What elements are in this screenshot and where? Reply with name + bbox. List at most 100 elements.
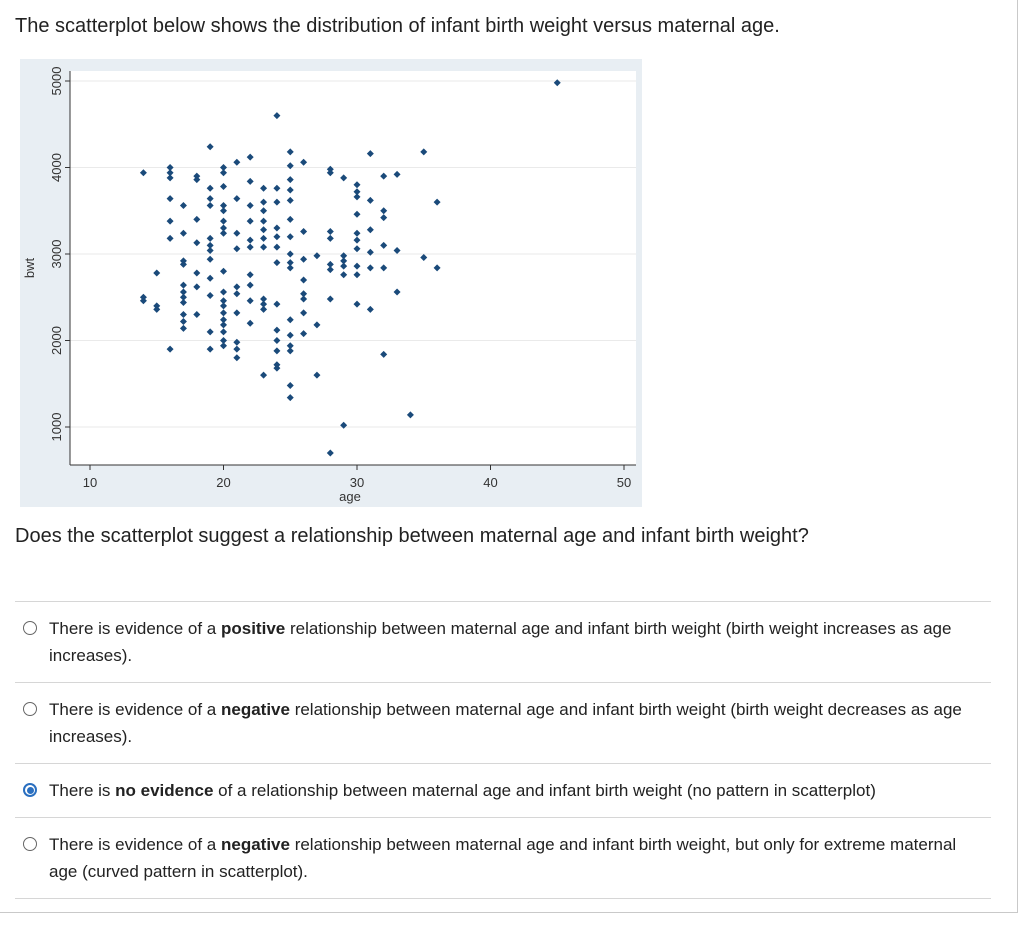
data-point [300, 290, 308, 298]
data-point [366, 305, 374, 313]
y-tick-label: 3000 [49, 240, 64, 269]
question-text: Does the scatterplot suggest a relations… [15, 525, 809, 547]
data-point [273, 259, 281, 267]
data-point [193, 283, 201, 291]
data-point [340, 174, 348, 182]
option-text-pre: There is [49, 781, 116, 800]
option-positive-relationship[interactable]: There is evidence of a positive relation… [15, 602, 991, 683]
data-point [300, 158, 308, 166]
data-point [313, 371, 321, 379]
data-point [260, 243, 268, 251]
option-text-post: relationship between maternal age and in… [49, 700, 962, 746]
data-point [273, 243, 281, 251]
data-point [366, 150, 374, 158]
data-point [246, 177, 254, 185]
data-point [286, 259, 294, 267]
data-point [220, 309, 227, 317]
data-point [153, 269, 161, 277]
data-point [179, 298, 187, 306]
data-point [326, 295, 334, 303]
option-text-pre: There is evidence of a [49, 835, 221, 854]
x-axis-ticks: 10 20 30 40 50 [83, 465, 631, 490]
data-point [153, 305, 161, 313]
data-point [273, 337, 281, 344]
x-axis-label: age [339, 489, 361, 504]
data-point [166, 195, 174, 203]
data-point [246, 202, 254, 210]
data-point [393, 170, 401, 178]
data-point [193, 239, 201, 247]
data-point [420, 148, 428, 156]
data-point [326, 228, 334, 236]
option-negative-relationship[interactable]: There is evidence of a negative relation… [15, 683, 991, 764]
data-point [286, 148, 294, 156]
data-point [260, 207, 268, 215]
option-text-bold: no evidence [115, 781, 214, 800]
option-no-relationship[interactable]: There is no evidence of a relationship b… [15, 764, 991, 818]
data-point [286, 215, 294, 223]
option-text-bold: negative [220, 700, 290, 719]
radio-button[interactable] [23, 621, 37, 635]
data-point [179, 293, 187, 301]
data-point [179, 288, 187, 296]
data-point [246, 297, 254, 305]
data-point [273, 326, 281, 334]
data-point [179, 317, 187, 325]
data-point [326, 169, 334, 177]
data-point [353, 245, 361, 253]
data-point [286, 233, 294, 241]
data-point [260, 295, 268, 303]
data-point [220, 217, 227, 225]
data-point [220, 169, 227, 177]
data-point [326, 260, 334, 268]
data-point [220, 302, 227, 310]
data-point [260, 198, 268, 206]
data-point [340, 421, 348, 429]
radio-button[interactable] [23, 837, 37, 851]
data-point [393, 288, 401, 296]
data-point [206, 184, 214, 192]
data-point [220, 328, 227, 336]
data-point [260, 305, 268, 313]
data-point [246, 217, 254, 225]
data-point [420, 253, 428, 261]
data-point [139, 297, 147, 305]
option-curved-relationship[interactable]: There is evidence of a negative relation… [15, 818, 991, 899]
gridlines [70, 80, 636, 428]
data-point [179, 311, 187, 319]
data-point [286, 162, 294, 170]
data-point [206, 241, 214, 249]
data-point [300, 276, 308, 284]
data-point [246, 243, 254, 251]
data-point [206, 328, 214, 336]
data-point [406, 411, 414, 419]
data-point [380, 172, 388, 180]
data-point [286, 196, 294, 204]
data-point [220, 288, 227, 296]
data-point [380, 214, 388, 222]
data-point [260, 217, 268, 225]
option-text-post: relationship between maternal age and in… [49, 619, 952, 665]
radio-button[interactable] [23, 783, 37, 797]
data-point [220, 267, 227, 275]
data-point [260, 300, 268, 308]
data-point [179, 324, 187, 332]
data-point [233, 354, 241, 362]
data-point [340, 271, 348, 279]
data-point [286, 250, 294, 258]
data-point [353, 300, 361, 308]
data-point [273, 233, 281, 241]
option-text-post: relationship between maternal age and in… [49, 835, 957, 881]
data-point [300, 228, 308, 236]
data-point [273, 347, 281, 355]
data-point [313, 252, 321, 260]
data-point [193, 311, 201, 319]
data-point [233, 158, 241, 166]
option-text-pre: There is evidence of a [49, 619, 221, 638]
data-point [286, 347, 294, 355]
data-point [286, 381, 294, 389]
data-point [326, 234, 334, 242]
scatterplot: 10 20 30 40 50 1000 2000 3000 4000 5000 age bwt [20, 59, 642, 507]
radio-button[interactable] [23, 702, 37, 716]
data-point [326, 266, 334, 274]
